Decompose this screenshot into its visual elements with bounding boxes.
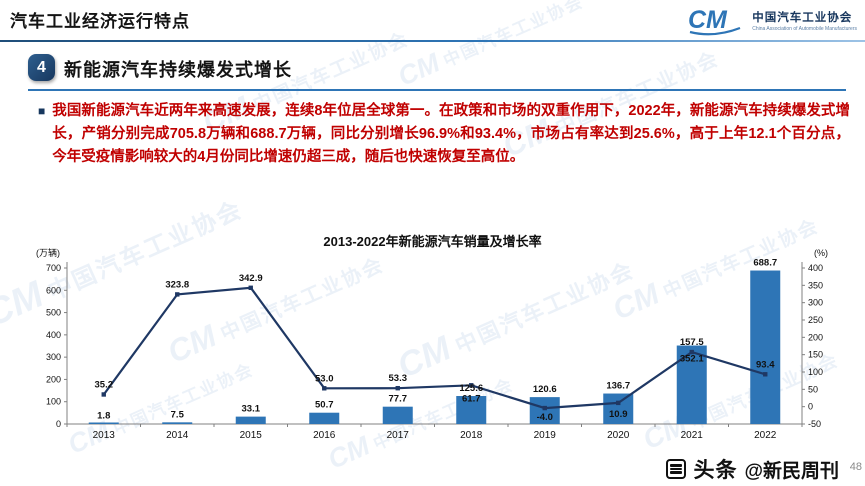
x-label-2020: 2020: [607, 430, 630, 441]
point-2020: [616, 400, 621, 406]
body-paragraph: 我国新能源汽车近两年来高速发展，连续8年位居全球第一。在政策和市场的双重作用下，…: [52, 103, 850, 165]
line-label-2016: 53.0: [315, 373, 334, 384]
right-tick-label: 250: [808, 315, 823, 325]
point-2017: [395, 385, 400, 391]
point-2014: [175, 292, 180, 297]
point-2016: [322, 386, 327, 391]
bar-label-2017: 77.7: [389, 394, 408, 405]
point-2022: [763, 372, 768, 377]
bar-2020: [603, 393, 634, 424]
right-tick-label: 300: [808, 298, 823, 308]
x-label-2019: 2019: [534, 430, 557, 441]
section-title: 新能源汽车持续爆发式增长: [64, 60, 292, 80]
bar-label-2020: 136.7: [606, 381, 630, 392]
point-2015: [248, 285, 253, 290]
chart-title: 2013-2022年新能源汽车销量及增长率: [323, 234, 542, 249]
bar-label-2022: 688.7: [753, 258, 777, 269]
page-title: 汽车工业经济运行特点: [10, 12, 190, 31]
bullet-square-icon: ■: [38, 104, 46, 118]
watermark-stamp: 头条 @新民周刊: [652, 452, 865, 486]
bar-label-2013: 1.8: [97, 411, 110, 422]
chart-canvas: (万辆) (%) 0 100 200 300 400 500 600 700 -50 0 50 100 15…: [36, 247, 828, 441]
left-tick-label: 200: [46, 374, 61, 384]
bar-2017: [382, 406, 413, 424]
caam-logo-monogram-icon: CM: [688, 6, 741, 36]
left-tick-label: 400: [46, 330, 61, 340]
right-tick-label: 0: [808, 402, 813, 412]
right-axis-unit: (%): [814, 248, 828, 258]
logo-org-en: China Association of Automobile Manufact…: [752, 25, 857, 32]
point-2021: [689, 349, 694, 355]
right-tick-label: 400: [808, 263, 823, 273]
logo-org-cn: 中国汽车工业协会: [752, 11, 853, 24]
left-tick-label: 100: [46, 397, 61, 407]
section-number-badge: 4: [28, 54, 55, 81]
bar-label-2016: 50.7: [315, 400, 334, 411]
right-tick-label: 150: [808, 350, 823, 360]
left-tick-label: 0: [56, 419, 61, 429]
right-tick-label: 100: [808, 367, 823, 377]
x-label-2021: 2021: [681, 430, 704, 441]
x-label-2017: 2017: [387, 430, 410, 441]
x-label-2014: 2014: [166, 430, 189, 441]
left-tick-label: 600: [46, 285, 61, 295]
caam-logo: CM 中国汽车工业协会 China Association of Automob…: [688, 3, 857, 37]
header-rule: [0, 40, 865, 42]
x-label-2018: 2018: [460, 430, 483, 441]
bar-2016: [309, 412, 340, 424]
line-label-2021: 157.5: [680, 337, 704, 348]
stamp-brand: 头条: [693, 459, 738, 482]
line-label-2015: 342.9: [239, 273, 263, 284]
bar-label-2014: 7.5: [171, 409, 185, 420]
svg-text:CM: CM: [688, 6, 728, 34]
left-tick-label: 500: [46, 308, 61, 318]
page-number: 48: [849, 461, 862, 473]
bar-2014: [162, 422, 193, 424]
left-axis-unit: (万辆): [36, 247, 60, 258]
bar-label-2021: 352.1: [680, 354, 704, 365]
point-2018: [469, 383, 474, 388]
line-label-2020: 10.9: [609, 409, 628, 420]
bar-2018: [456, 396, 487, 424]
bar-2015: [235, 416, 266, 424]
x-label-2016: 2016: [313, 430, 336, 441]
watermark-text: CM中国汽车工业协会: [393, 0, 587, 93]
line-label-2019: -4.0: [537, 412, 553, 423]
section-rule: [28, 89, 846, 91]
point-2013: [101, 392, 106, 397]
right-tick-label: -50: [808, 419, 821, 429]
body-block: ■ 我国新能源汽车近两年来高速发展，连续8年位居全球第一。在政策和市场的双重作用…: [38, 100, 850, 169]
x-label-2015: 2015: [240, 430, 263, 441]
line-label-2014: 323.8: [165, 279, 189, 290]
right-tick-label: 200: [808, 332, 823, 342]
bar-label-2018: 125.6: [459, 383, 483, 394]
bar-label-2015: 33.1: [242, 404, 261, 415]
x-label-2022: 2022: [754, 430, 777, 441]
left-tick-label: 700: [46, 263, 61, 273]
growth-line: [102, 286, 766, 410]
toutiao-logo-icon: [666, 459, 687, 479]
bar-2013: [88, 422, 119, 424]
right-tick-label: 50: [808, 384, 818, 394]
line-label-2022: 93.4: [756, 359, 775, 370]
right-tick-label: 350: [808, 280, 823, 290]
point-2019: [542, 405, 547, 411]
stamp-handle: @新民周刊: [744, 460, 839, 482]
x-label-2013: 2013: [93, 430, 116, 441]
bar-label-2019: 120.6: [533, 384, 557, 395]
line-label-2018: 61.7: [462, 393, 481, 404]
bar-2019: [529, 397, 560, 424]
line-label-2013: 35.2: [95, 379, 114, 390]
bar-2022: [750, 270, 781, 424]
left-tick-label: 300: [46, 352, 61, 362]
line-label-2017: 53.3: [389, 373, 408, 384]
